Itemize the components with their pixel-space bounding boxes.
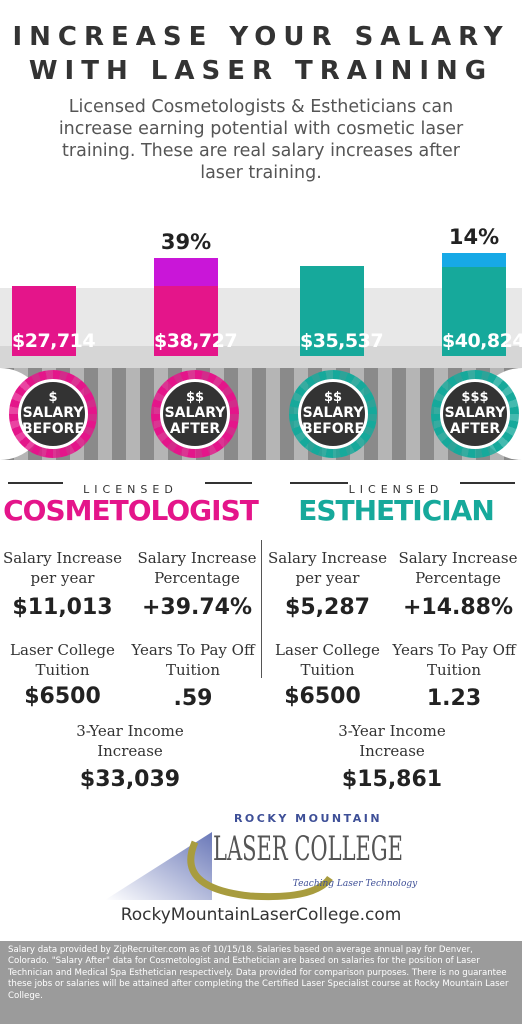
badge-dollar-symbol: $$$ [461, 390, 489, 405]
cosmetologist-payoff-value: .59 [173, 686, 213, 711]
salary-badge: $$$ SALARY AFTER [431, 370, 519, 458]
cosmetologist-3yr-value: $33,039 [79, 767, 181, 792]
esthetician-tuition-label: Laser College Tuition [275, 641, 380, 679]
badge-line-1: SALARY [302, 405, 364, 421]
salary-increase-label: 39% [160, 230, 212, 254]
esthetician-increase-year-label: Salary Increase per year [268, 549, 387, 587]
salary-badge-face: $$ SALARY BEFORE [298, 379, 368, 449]
salary-badge-face: $ SALARY BEFORE [18, 379, 88, 449]
cosmetologist-tuition-label: Laser College Tuition [10, 641, 115, 679]
salary-bar: $40,824 [442, 253, 522, 356]
salary-bar-value: $40,824 [442, 330, 522, 352]
chart-band-lower [0, 346, 522, 368]
title-line-2: WITH LASER TRAINING [28, 56, 494, 86]
cosmetologist-3yr-label: 3-Year Income Increase [76, 722, 184, 760]
badge-dollar-symbol: $$ [185, 390, 205, 405]
esthetician-increase-pct-label: Salary Increase Percentage [398, 549, 518, 587]
divider-right-a [290, 482, 348, 484]
logo-main-text: LASER COLLEGE [213, 829, 403, 869]
salary-badge: $$ SALARY AFTER [151, 370, 239, 458]
cosmetologist-tuition-value: $6500 [24, 684, 101, 709]
footer-disclaimer: Salary data provided by ZipRecruiter.com… [0, 941, 522, 1024]
salary-bar: $35,537 [300, 266, 384, 356]
salary-badge: $$ SALARY BEFORE [289, 370, 377, 458]
intro-text: Licensed Cosmetologists & Estheticians c… [58, 97, 464, 183]
esthetician-tuition-value: $6500 [284, 684, 361, 709]
website-link[interactable]: RockyMountainLaserCollege.com [120, 905, 402, 925]
badge-dollar-symbol: $ [48, 390, 58, 405]
logo-swoosh-shape [187, 840, 333, 901]
esthetician-increase-year-value: $5,287 [285, 595, 370, 620]
cosmetologist-increase-year-label: Salary Increase per year [3, 549, 122, 587]
college-logo: ROCKY MOUNTAIN LASER COLLEGE Teaching La… [105, 812, 418, 901]
badge-dollar-symbol: $$ [323, 390, 343, 405]
badge-line-2: AFTER [169, 421, 221, 437]
cosmetologist-title: COSMETOLOGIST [3, 494, 259, 527]
esthetician-payoff-label: Years To Pay Off Tuition [392, 641, 516, 679]
logo-top-text: ROCKY MOUNTAIN [234, 812, 382, 825]
salary-bar: $38,727 [154, 258, 238, 356]
badge-line-1: SALARY [22, 405, 84, 421]
salary-increase-label: 14% [448, 225, 500, 249]
salary-badge-face: $$ SALARY AFTER [160, 379, 230, 449]
chart-band [0, 288, 522, 346]
title-line-1: INCREASE YOUR SALARY [12, 22, 510, 52]
divider-right-b [460, 482, 515, 484]
logo-tagline-text: Teaching Laser Technology [293, 879, 418, 889]
cosmetologist-payoff-label: Years To Pay Off Tuition [131, 641, 255, 679]
badge-line-2: BEFORE [301, 421, 365, 437]
logo-wedge-shape [105, 832, 212, 900]
esthetician-licensed: LICENSED [348, 483, 444, 496]
esthetician-payoff-value: 1.23 [426, 686, 482, 711]
salary-bar-value: $27,714 [12, 330, 96, 352]
badge-line-1: SALARY [444, 405, 506, 421]
cosmetologist-increase-pct-label: Salary Increase Percentage [137, 549, 257, 587]
esthetician-title: ESTHETICIAN [298, 494, 495, 527]
salary-badge-face: $$$ SALARY AFTER [440, 379, 510, 449]
salary-badge: $ SALARY BEFORE [9, 370, 97, 458]
salary-bar-value: $35,537 [300, 330, 384, 352]
cosmetologist-increase-pct-value: +39.74% [141, 595, 253, 620]
esthetician-increase-pct-value: +14.88% [402, 595, 514, 620]
esthetician-3yr-value: $15,861 [341, 767, 443, 792]
cosmetologist-licensed: LICENSED [83, 483, 178, 496]
badge-line-2: BEFORE [21, 421, 85, 437]
divider-left-a [8, 482, 63, 484]
salary-bar: $27,714 [12, 286, 96, 356]
salary-bar-value: $38,727 [154, 330, 238, 352]
badge-line-1: SALARY [164, 405, 226, 421]
cosmetologist-increase-year-value: $11,013 [12, 595, 113, 620]
esthetician-3yr-label: 3-Year Income Increase [338, 722, 446, 760]
section-divider [261, 540, 262, 678]
badge-line-2: AFTER [449, 421, 501, 437]
divider-left-b [205, 482, 252, 484]
